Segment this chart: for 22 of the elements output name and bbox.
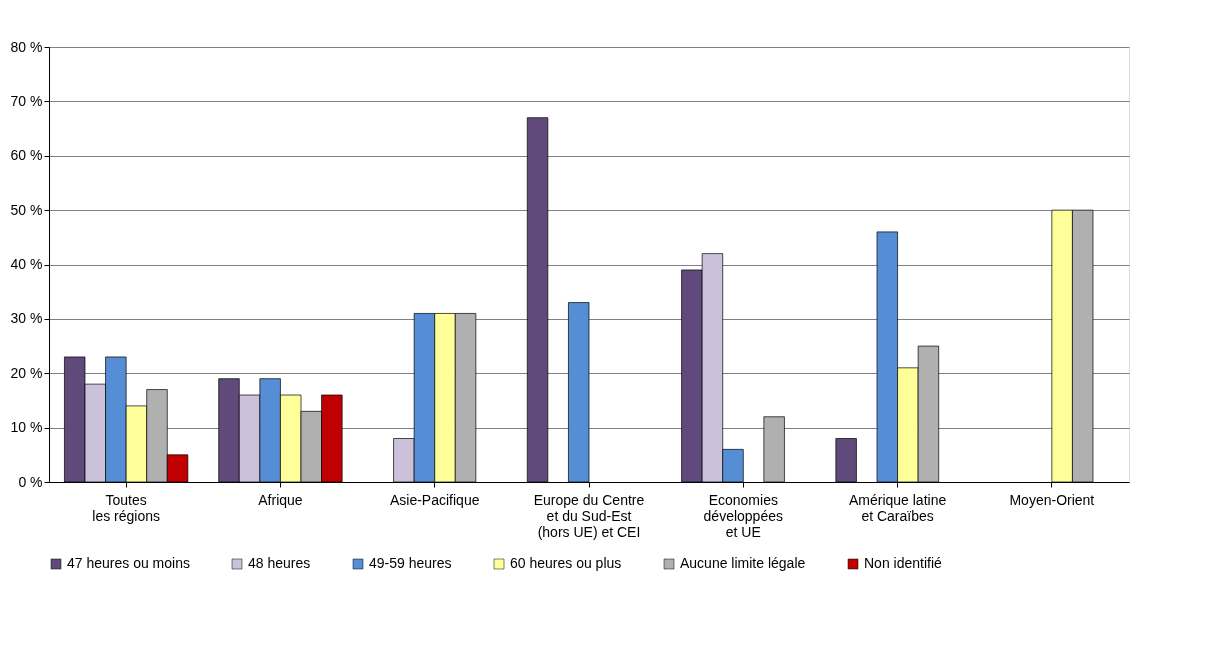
x-tick-label: Amérique latine et Caraïbes (848, 491, 947, 524)
y-tick-label: 40 % (10, 256, 43, 272)
legend-label: 48 heures (248, 555, 311, 571)
legend-label: Aucune limite légale (680, 555, 806, 571)
y-tick-label: 70 % (10, 92, 43, 109)
x-tick-label: Toutes les régions (92, 491, 160, 524)
y-tick-label: 10 % (10, 419, 43, 436)
legend-label: 49-59 heures (369, 555, 452, 571)
y-tick-label: 60 % (10, 147, 43, 164)
y-tick-label: 0 % (18, 473, 43, 490)
x-tick-label: Moyen-Orient (1009, 491, 1095, 508)
y-tick-label: 20 % (10, 364, 43, 381)
x-tick-label: Afrique (258, 491, 303, 508)
legend-label: 47 heures ou moins (67, 555, 190, 571)
x-tick-label: Europe du Centre et du Sud-Est (hors UE) et CEI (533, 491, 645, 540)
legend-label: Non identifié (864, 555, 943, 571)
legend-label: 60 heures ou plus (510, 555, 622, 571)
y-tick-label: 30 % (10, 310, 43, 327)
y-tick-label: 80 % (10, 38, 43, 55)
x-tick-label: Asie-Pacifique (389, 491, 480, 508)
y-tick-label: 50 % (10, 201, 43, 218)
x-tick-label: Economies développées et UE (703, 491, 783, 540)
